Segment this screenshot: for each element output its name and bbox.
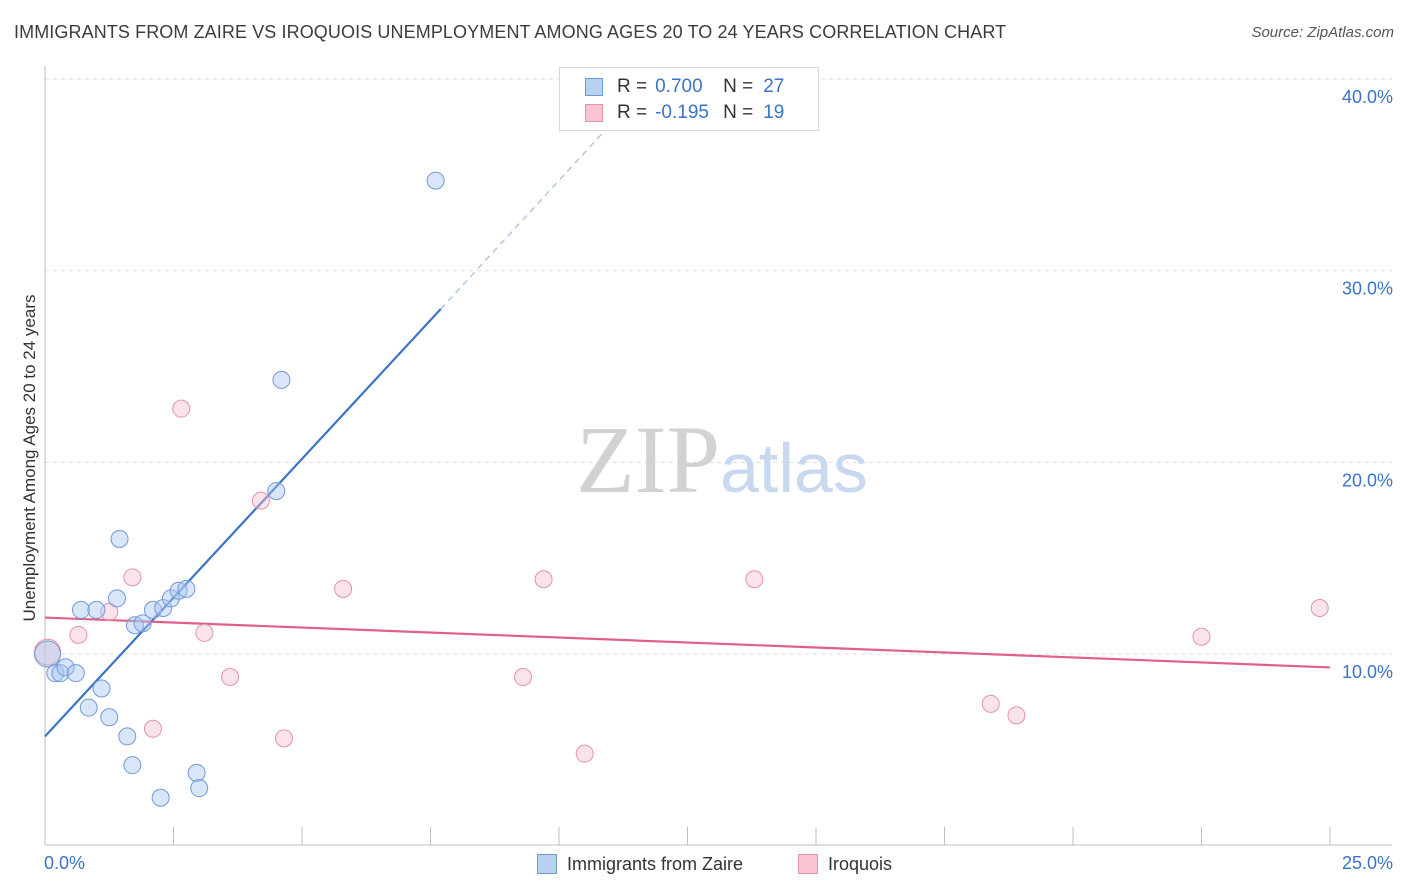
iroquois-point bbox=[143, 719, 162, 738]
zaire-point bbox=[154, 599, 173, 617]
legend-row-zaire: R = 0.700 N = 27 bbox=[585, 75, 784, 99]
iroquois-point bbox=[251, 491, 270, 510]
zaire-point bbox=[51, 664, 70, 683]
iroquois-point bbox=[172, 399, 191, 418]
legend: R = 0.700 N = 27 R = -0.195 N = 19 bbox=[559, 67, 819, 131]
zaire-point bbox=[177, 579, 196, 598]
iroquois-point bbox=[1192, 627, 1211, 646]
bottom-legend-swatch-iroquois bbox=[798, 854, 818, 874]
legend-swatch-iroquois bbox=[585, 104, 603, 122]
axes bbox=[44, 66, 1392, 846]
iroquois-point bbox=[123, 568, 142, 587]
iroquois-point bbox=[221, 668, 240, 686]
source-label: Source: ZipAtlas.com bbox=[1251, 24, 1394, 41]
iroquois-point bbox=[1007, 706, 1026, 725]
x-tick-label: 0.0% bbox=[44, 853, 85, 873]
zaire-point bbox=[87, 600, 106, 619]
gridlines bbox=[45, 78, 1392, 655]
zaire-point bbox=[92, 679, 111, 698]
iroquois-point bbox=[745, 570, 764, 589]
legend-r-label: R = bbox=[617, 102, 648, 123]
zaire-point bbox=[123, 756, 142, 775]
zaire-point bbox=[125, 616, 144, 635]
zaire-point bbox=[161, 589, 180, 608]
zaire-point bbox=[118, 727, 137, 746]
legend-r-value: -0.195 bbox=[655, 102, 709, 123]
zaire-point bbox=[100, 708, 119, 727]
iroquois-point bbox=[195, 623, 214, 642]
iroquois-point bbox=[981, 694, 1000, 713]
y-tick-label: 30.0% bbox=[1342, 279, 1393, 299]
bottom-legend-zaire: Immigrants from Zaire bbox=[537, 852, 743, 876]
legend-r-value: 0.700 bbox=[655, 76, 703, 97]
iroquois-point bbox=[1310, 599, 1329, 617]
zaire-point bbox=[133, 614, 152, 633]
trend-line-zaire bbox=[44, 308, 442, 738]
watermark-zip: ZIP bbox=[576, 406, 720, 513]
iroquois-point bbox=[69, 625, 88, 644]
zaire-point bbox=[66, 664, 85, 683]
zaire-point bbox=[190, 779, 209, 798]
zaire-point bbox=[56, 658, 75, 677]
y-tick-label: 40.0% bbox=[1342, 87, 1393, 107]
watermark-atlas: atlas bbox=[720, 429, 868, 507]
zaire-point bbox=[267, 482, 286, 501]
bottom-legend-iroquois: Iroquois bbox=[798, 852, 892, 876]
iroquois-point bbox=[575, 744, 594, 763]
trend-lines bbox=[44, 107, 1331, 738]
iroquois-point bbox=[514, 668, 533, 686]
zaire-point bbox=[79, 698, 98, 717]
legend-n-label: N = bbox=[723, 102, 754, 123]
y-tick-label: 20.0% bbox=[1342, 470, 1393, 490]
zaire-point bbox=[34, 640, 62, 668]
legend-r-label: R = bbox=[617, 76, 648, 97]
y-tick-label: 10.0% bbox=[1342, 662, 1393, 682]
iroquois-point bbox=[275, 729, 294, 748]
zaire-point bbox=[71, 600, 90, 619]
iroquois-point bbox=[534, 570, 553, 589]
legend-n-value: 27 bbox=[763, 76, 785, 97]
legend-n-label: N = bbox=[723, 76, 754, 97]
trend-line-zaire-extension bbox=[440, 107, 627, 310]
iroquois-point bbox=[334, 579, 353, 598]
zaire-point bbox=[151, 788, 170, 807]
trend-line-iroquois bbox=[44, 616, 1331, 669]
legend-n-value: 19 bbox=[763, 102, 785, 123]
zaire-point bbox=[169, 581, 188, 600]
data-points bbox=[34, 171, 1329, 807]
zaire-point bbox=[426, 171, 445, 190]
zaire-point bbox=[110, 530, 129, 548]
x-tick-label: 25.0% bbox=[1342, 853, 1393, 873]
chart-title: IMMIGRANTS FROM ZAIRE VS IROQUOIS UNEMPL… bbox=[14, 22, 1007, 42]
zaire-point bbox=[187, 763, 206, 782]
zaire-point bbox=[272, 370, 291, 389]
zaire-point bbox=[46, 664, 65, 683]
bottom-legend-swatch-zaire bbox=[537, 854, 557, 874]
bottom-legend-label-iroquois: Iroquois bbox=[828, 853, 893, 874]
legend-swatch-zaire bbox=[585, 78, 603, 96]
tick-labels: 10.0% 20.0% 30.0% 40.0% 0.0% 25.0% bbox=[44, 87, 1393, 873]
bottom-legend-label-zaire: Immigrants from Zaire bbox=[567, 853, 744, 874]
zaire-point bbox=[107, 589, 126, 608]
legend-row-iroquois: R = -0.195 N = 19 bbox=[585, 101, 784, 125]
